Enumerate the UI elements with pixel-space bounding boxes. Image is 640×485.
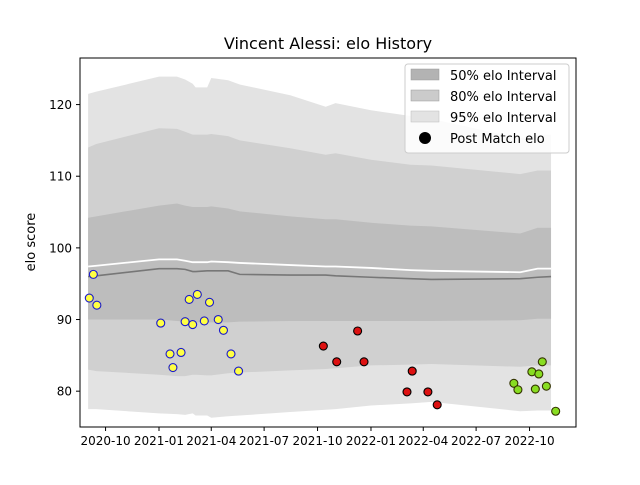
data-point-s1-11: [192, 289, 202, 300]
legend-label-80: 80% elo Interval: [450, 90, 557, 105]
x-tick-label-8: 2022-07: [451, 434, 501, 448]
data-point-s2-5: [402, 387, 412, 397]
data-point-s3-7: [541, 381, 551, 391]
trend-lines: [88, 258, 552, 281]
y-tick-label-3: 100: [49, 241, 72, 255]
y-axis-ticks: 80 90 100 110 120: [49, 98, 80, 399]
x-tick-label-1: 2020-10: [80, 434, 130, 448]
data-point-s1-3: [92, 300, 102, 310]
data-point-s1-8: [180, 317, 190, 327]
legend-swatch-80: [410, 89, 440, 102]
data-point-s1-15: [218, 325, 229, 335]
data-point-s1-5: [165, 349, 175, 359]
x-tick-label-7: 2022-04: [398, 434, 448, 448]
y-tick-label-2: 90: [57, 313, 72, 327]
data-point-s2-8: [432, 400, 442, 410]
data-point-s2-6: [407, 366, 417, 376]
data-point-s3-5: [534, 369, 544, 379]
data-point-s1-4: [156, 318, 166, 328]
data-point-s2-4: [359, 357, 369, 367]
data-point-s1-7: [176, 347, 186, 358]
data-point-s1-14: [213, 314, 223, 325]
data-point-s2-7: [423, 387, 433, 397]
median-line: [88, 267, 552, 281]
data-point-s2-2: [332, 357, 342, 367]
x-tick-label-2: 2021-01: [134, 434, 184, 448]
x-tick-label-5: 2021-10: [292, 434, 342, 448]
data-point-s1-10: [188, 319, 198, 330]
x-tick-label-6: 2022-01: [346, 434, 396, 448]
data-point-s2-3: [353, 326, 363, 336]
data-point-s3-2: [513, 385, 523, 395]
mean-line: [88, 258, 552, 274]
legend-frame: [404, 63, 570, 154]
legend-marker-post-match: [419, 132, 431, 144]
x-axis-ticks: 2020-10 2021-01 2021-04 2021-07 2021-10 2022-…: [80, 427, 555, 448]
legend-label-50: 50% elo Interval: [450, 69, 557, 84]
x-tick-label-3: 2021-04: [186, 434, 236, 448]
legend-swatch-95: [410, 110, 440, 123]
y-axis-label: elo score: [24, 213, 39, 272]
legend-label-post-match: Post Match elo: [450, 132, 545, 147]
data-point-s3-4: [530, 384, 540, 394]
data-point-s3-1: [509, 378, 519, 388]
data-point-s1-1: [84, 293, 94, 303]
data-point-s3-6: [537, 357, 547, 367]
legend-swatch-50: [410, 68, 440, 81]
legend-label-95: 95% elo Interval: [450, 111, 557, 126]
band-50: [88, 203, 552, 323]
data-point-s1-9: [184, 294, 194, 305]
plot-frame: [79, 57, 577, 428]
post-match-points: [84, 269, 561, 416]
y-tick-label-5: 120: [49, 98, 72, 112]
legend: 50% elo Interval 80% elo Interval 95% el…: [404, 63, 570, 154]
data-point-s1-6: [168, 362, 178, 373]
x-tick-label-4: 2021-07: [239, 434, 289, 448]
chart-title: Vincent Alessi: elo History: [224, 34, 432, 53]
data-point-s1-12: [199, 316, 209, 326]
data-point-s2-1: [318, 341, 328, 351]
y-tick-label-1: 80: [57, 385, 72, 399]
interval-bands: [88, 76, 552, 418]
data-point-s3-8: [551, 406, 561, 416]
data-point-s1-2: [88, 269, 98, 279]
y-tick-label-4: 110: [49, 170, 72, 184]
data-point-s1-17: [234, 366, 244, 376]
data-point-s1-16: [226, 349, 236, 359]
x-tick-label-9: 2022-10: [504, 434, 554, 448]
data-point-s1-13: [204, 297, 215, 307]
